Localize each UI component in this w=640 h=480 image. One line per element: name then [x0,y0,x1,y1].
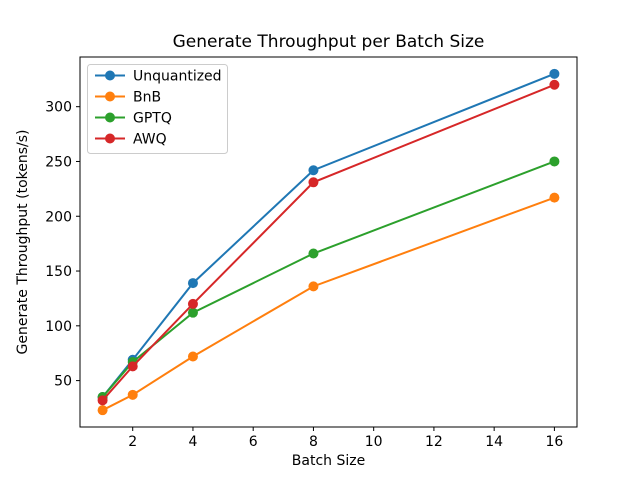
series-bnb [97,192,560,416]
x-tick-label: 12 [425,434,443,450]
x-tick-label: 2 [128,434,137,450]
data-point [549,68,560,79]
legend-label: AWQ [133,132,167,148]
data-point [187,298,198,309]
x-tick-label: 14 [485,434,503,450]
plot-area [79,56,578,428]
data-point [187,351,198,362]
legend-box [87,64,228,154]
series-gptq [97,156,560,403]
legend-marker [105,91,115,102]
data-point [549,192,560,203]
series-awq [97,79,560,406]
data-point [308,177,319,188]
y-tick-label: 250 [45,154,72,170]
y-tick-label: 100 [45,319,72,335]
y-tick-label: 50 [54,374,72,390]
x-tick-label: 4 [188,434,197,450]
data-point [127,361,138,372]
x-tick-label: 8 [309,434,318,450]
legend-label: Unquantized [133,69,222,85]
legend-marker [105,133,115,144]
data-point [549,156,560,167]
legend: Unquantized BnB GPTQ AWQ [87,64,228,154]
legend-marker [105,70,115,81]
data-point [308,281,319,292]
y-tick-label: 150 [45,264,72,280]
data-point [308,165,319,176]
y-axis-label: Generate Throughput (tokens/s) [15,130,31,355]
data-point [549,79,560,90]
chart-title: Generate Throughput per Batch Size [173,32,485,52]
legend-label: GPTQ [133,111,172,127]
series-line [102,196,555,412]
x-tick-label: 10 [365,434,383,450]
data-point [187,307,198,318]
data-point [187,278,198,289]
data-point [308,248,319,259]
x-tick-label: 16 [545,434,563,450]
legend-label: BnB [133,90,161,106]
data-point [127,389,138,400]
data-point [97,405,108,416]
x-axis-label: Batch Size [292,453,365,469]
x-tick-label: 6 [249,434,258,450]
data-point [97,395,108,406]
series-line [101,160,555,398]
y-tick-label: 200 [45,209,72,225]
legend-marker [105,112,115,123]
y-tick-label: 300 [45,100,72,116]
